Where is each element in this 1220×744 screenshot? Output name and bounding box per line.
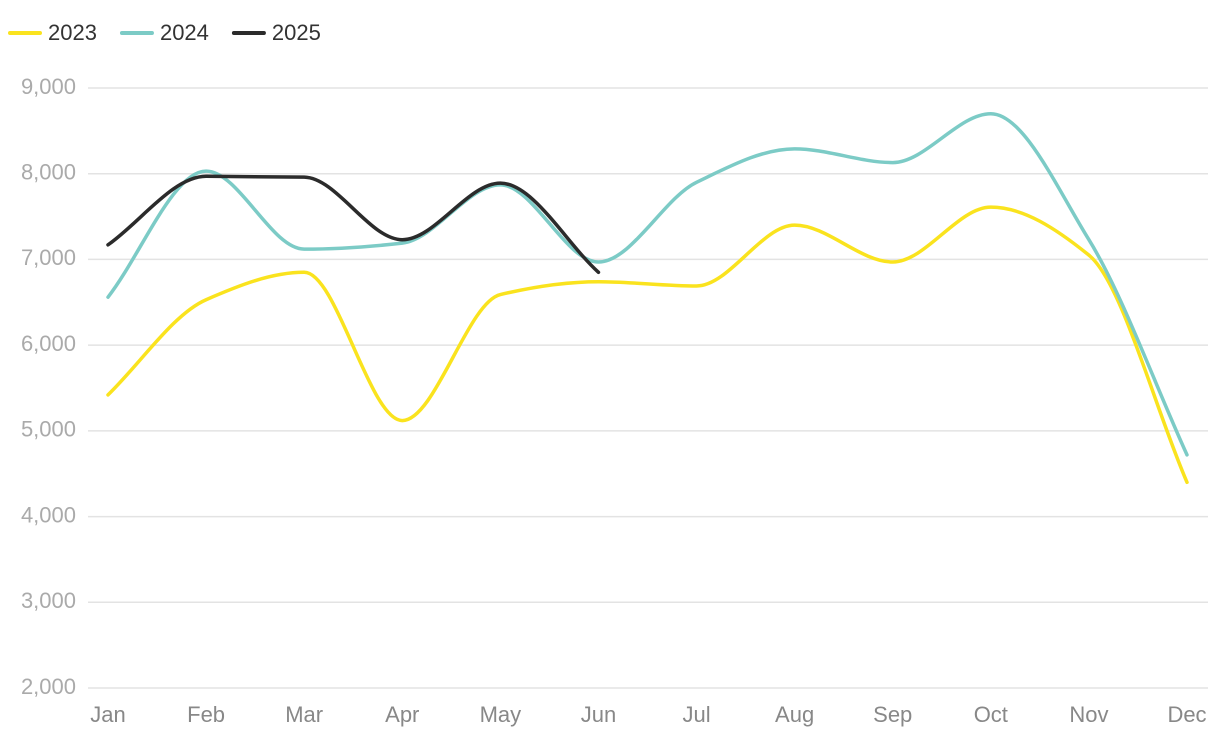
x-tick-label: Aug — [775, 702, 814, 727]
x-tick-label: Sep — [873, 702, 912, 727]
y-tick-label: 3,000 — [21, 588, 76, 613]
x-tick-label: Dec — [1167, 702, 1206, 727]
line-series — [106, 174, 601, 275]
y-tick-label: 7,000 — [21, 245, 76, 270]
y-tick-label: 5,000 — [21, 417, 76, 442]
y-tick-label: 6,000 — [21, 331, 76, 356]
line-series — [106, 205, 1189, 485]
x-tick-label: Feb — [187, 702, 225, 727]
x-tick-label: May — [480, 702, 522, 727]
legend-label: 2024 — [160, 20, 209, 45]
y-tick-label: 4,000 — [21, 502, 76, 527]
x-tick-label: Apr — [385, 702, 419, 727]
x-tick-label: Mar — [285, 702, 323, 727]
y-tick-label: 2,000 — [21, 674, 76, 699]
x-tick-label: Oct — [974, 702, 1008, 727]
legend-label: 2023 — [48, 20, 97, 45]
y-tick-label: 9,000 — [21, 74, 76, 99]
line-series — [106, 111, 1189, 457]
x-tick-label: Jan — [90, 702, 125, 727]
x-tick-label: Jul — [682, 702, 710, 727]
x-tick-label: Nov — [1069, 702, 1108, 727]
legend-label: 2025 — [272, 20, 321, 45]
y-tick-label: 8,000 — [21, 160, 76, 185]
x-tick-label: Jun — [581, 702, 616, 727]
